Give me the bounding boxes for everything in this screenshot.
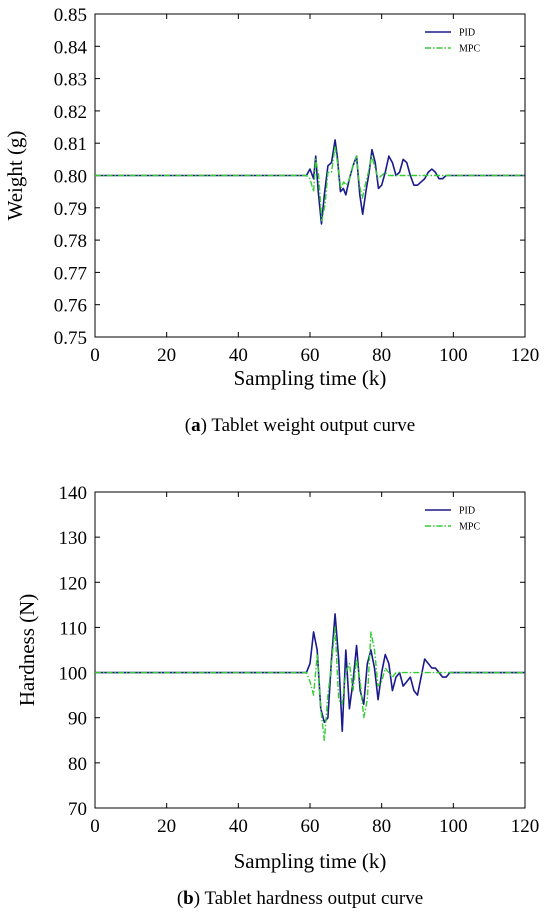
x-tick-label: 60 (301, 816, 320, 837)
caption-text: Tablet hardness output curve (200, 888, 423, 909)
y-tick-label: 70 (68, 799, 87, 820)
x-tick-label: 80 (372, 345, 391, 366)
series-line-mpc (95, 626, 525, 741)
y-tick-label: 90 (68, 709, 87, 730)
caption-open: ( (185, 415, 191, 436)
caption-letter: b (183, 888, 194, 909)
x-tick-label: 100 (439, 816, 468, 837)
x-tick-label: 0 (90, 345, 100, 366)
figure-caption: (a) Tablet weight output curve (185, 415, 415, 436)
y-tick-label: 0.79 (54, 199, 87, 220)
y-tick-label: 110 (59, 618, 87, 639)
y-tick-label: 0.80 (54, 167, 87, 188)
series-line-mpc (95, 145, 525, 222)
series-line-pid (95, 613, 525, 733)
caption-close: ) (201, 415, 207, 436)
x-tick-label: 100 (439, 345, 468, 366)
y-tick-label: 0.75 (54, 328, 87, 349)
x-tick-label: 40 (229, 345, 248, 366)
y-tick-label: 0.82 (54, 102, 87, 123)
y-tick-label: 140 (59, 483, 88, 504)
y-tick-label: 0.77 (54, 263, 87, 284)
chart-b: 0 20 40 60 80 100 120 70 80 90 100 110 120 130 140 Samp… (15, 483, 539, 909)
plot-frame (94, 491, 526, 809)
x-tick-label: 20 (157, 816, 176, 837)
x-tick-label: 120 (511, 345, 540, 366)
y-tick-label: 0.85 (54, 5, 87, 26)
chart-a: 0 20 40 60 80 100 120 0.75 0.76 0.77 0.78 0.79 0.80 0… (3, 5, 539, 436)
caption-text: Tablet weight output curve (207, 415, 415, 436)
y-tick-label: 80 (68, 754, 87, 775)
legend-label-pid: PID (459, 506, 475, 517)
caption-close: ) (194, 888, 200, 909)
legend-label-mpc: MPC (459, 522, 480, 533)
y-tick-label: 0.76 (54, 296, 87, 317)
x-tick-label: 0 (90, 816, 100, 837)
x-tick-label: 40 (229, 816, 248, 837)
y-axis-title: Hardness (N) (15, 594, 39, 707)
y-tick-label: 130 (59, 528, 88, 549)
caption-letter: a (191, 415, 201, 436)
x-axis-title: Sampling time (k) (234, 849, 387, 873)
y-tick-label: 0.78 (54, 231, 87, 252)
figure-caption: (b) Tablet hardness output curve (177, 888, 423, 909)
y-tick-label: 0.83 (54, 70, 87, 91)
y-tick-label: 0.81 (54, 134, 87, 155)
x-axis-title: Sampling time (k) (234, 366, 387, 390)
caption-open: ( (177, 888, 183, 909)
series-line-pid (95, 139, 525, 225)
x-tick-label: 20 (157, 345, 176, 366)
y-tick-label: 0.84 (54, 37, 88, 58)
y-axis-title: Weight (g) (3, 131, 27, 221)
legend-label-mpc: MPC (459, 44, 480, 55)
legend-label-pid: PID (459, 28, 475, 39)
x-tick-label: 80 (372, 816, 391, 837)
x-tick-label: 60 (301, 345, 320, 366)
y-tick-label: 100 (59, 664, 88, 685)
y-tick-label: 120 (59, 573, 88, 594)
x-tick-label: 120 (511, 816, 540, 837)
